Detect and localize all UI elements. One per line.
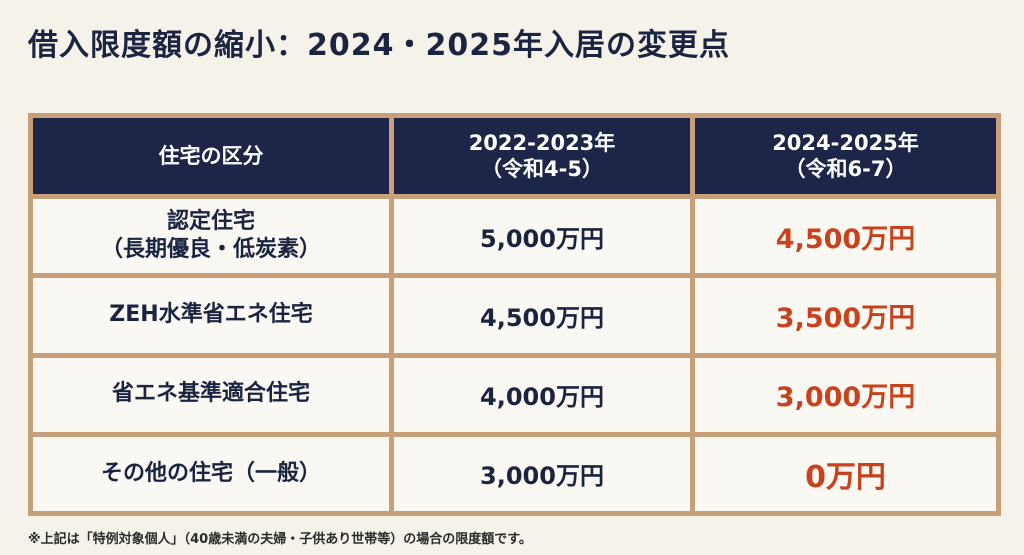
row-label-energy-standard: 省エネ基準適合住宅 bbox=[33, 357, 389, 432]
row-label-certified: 認定住宅 （長期優良・低炭素） bbox=[33, 199, 389, 274]
table-row: その他の住宅（一般） 3,000万円 0万円 bbox=[33, 436, 996, 511]
header-2022-2023-era: （令和4-5） bbox=[481, 157, 603, 181]
row-label-line1: 認定住宅 bbox=[166, 208, 255, 234]
footnote: ※上記は「特例対象個人」（40歳未満の夫婦・子供あり世帯等）の場合の限度額です。 bbox=[28, 532, 532, 547]
table-row: 認定住宅 （長期優良・低炭素） 5,000万円 4,500万円 bbox=[33, 199, 996, 274]
table-row: 省エネ基準適合住宅 4,000万円 3,000万円 bbox=[33, 357, 996, 432]
row-old-limit: 4,500万円 bbox=[394, 278, 690, 353]
header-2022-2023-years: 2022-2023年 bbox=[468, 130, 616, 155]
row-new-limit: 0万円 bbox=[695, 436, 996, 511]
row-new-limit: 3,000万円 bbox=[695, 357, 996, 432]
header-housing-type: 住宅の区分 bbox=[33, 118, 389, 194]
row-old-limit: 4,000万円 bbox=[394, 357, 690, 432]
comparison-table: 住宅の区分 2022-2023年 （令和4-5） 2024-2025年 （令和6… bbox=[28, 113, 1001, 516]
row-label-line1: ZEH水準省エネ住宅 bbox=[109, 302, 313, 328]
header-2022-2023: 2022-2023年 （令和4-5） bbox=[394, 118, 690, 194]
row-label-zeh: ZEH水準省エネ住宅 bbox=[33, 278, 389, 353]
header-housing-type-label: 住宅の区分 bbox=[158, 143, 264, 168]
row-new-limit: 3,500万円 bbox=[695, 278, 996, 353]
header-2024-2025: 2024-2025年 （令和6-7） bbox=[695, 118, 996, 194]
header-2024-2025-era: （令和6-7） bbox=[784, 157, 907, 181]
row-label-line2: （長期優良・低炭素） bbox=[100, 237, 321, 263]
row-old-limit: 3,000万円 bbox=[394, 436, 690, 511]
row-label-line1: 省エネ基準適合住宅 bbox=[111, 381, 310, 407]
row-label-line1: その他の住宅（一般） bbox=[100, 460, 321, 486]
table-row: ZEH水準省エネ住宅 4,500万円 3,500万円 bbox=[33, 278, 996, 353]
header-2024-2025-years: 2024-2025年 bbox=[772, 130, 919, 155]
row-label-general: その他の住宅（一般） bbox=[33, 436, 389, 511]
page-title: 借入限度額の縮小：2024・2025年入居の変更点 bbox=[28, 28, 730, 63]
row-new-limit: 4,500万円 bbox=[695, 199, 996, 274]
table-header-row: 住宅の区分 2022-2023年 （令和4-5） 2024-2025年 （令和6… bbox=[33, 118, 996, 194]
row-old-limit: 5,000万円 bbox=[394, 199, 690, 274]
